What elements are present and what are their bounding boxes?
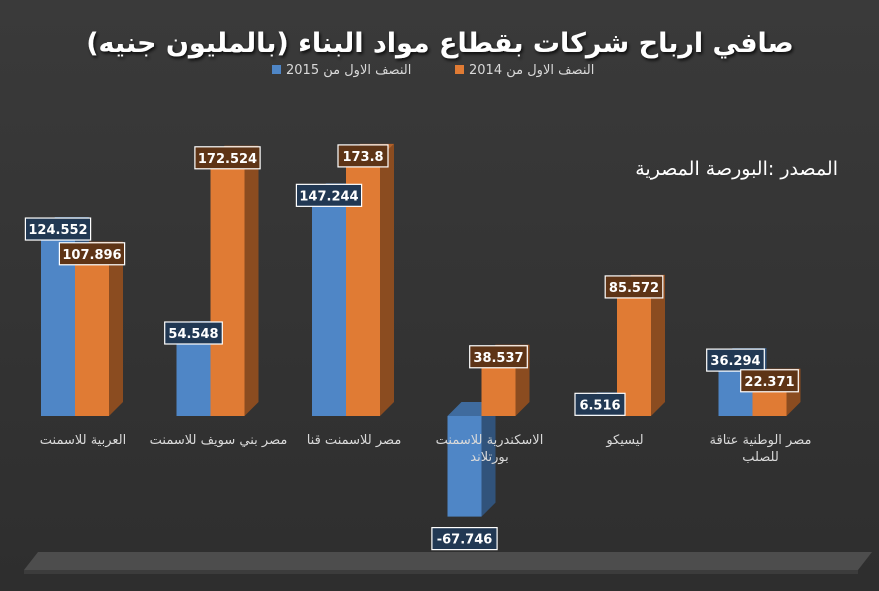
- category-label-3: الاسكندرية للاسمنت بورتلاند: [436, 433, 544, 465]
- legend-swatch-1: [455, 65, 464, 74]
- category-label-line: العربية للاسمنت: [40, 433, 126, 448]
- data-label-box-0-1: [164, 321, 223, 345]
- category-label-0: العربية للاسمنت: [40, 433, 126, 448]
- data-label-box-0-5: [706, 348, 765, 372]
- data-label-0-3: -67.746: [437, 533, 493, 548]
- data-label-0-4: 6.516: [579, 398, 620, 413]
- data-label-box-0-3: [431, 527, 498, 551]
- category-label-line: مصر للاسمنت قنا: [307, 433, 402, 448]
- bar-1-1: [210, 159, 245, 416]
- data-label-1-0: 107.896: [62, 248, 121, 263]
- bar-0-1: [176, 334, 211, 416]
- data-label-0-2: 147.244: [299, 189, 358, 204]
- category-label-line: ليسيكو: [605, 433, 643, 448]
- data-label-box-0-0: [24, 217, 92, 241]
- category-label-2: مصر للاسمنت قنا: [307, 433, 402, 448]
- category-label-1: مصر بني سويف للاسمنت: [150, 433, 288, 448]
- data-label-box-0-4: [574, 392, 626, 416]
- category-label-line: للصلب: [742, 450, 779, 465]
- category-label-line: مصر الوطنية عتاقة: [710, 433, 812, 448]
- data-label-0-0: 124.552: [28, 223, 87, 238]
- chart-floor-edge: [24, 570, 858, 574]
- data-label-1-2: 173.8: [342, 150, 383, 165]
- data-label-0-5: 36.294: [710, 354, 760, 369]
- category-label-line: بورتلاند: [470, 450, 508, 465]
- bar-side-1-4: [651, 274, 665, 416]
- bar-1-0: [75, 255, 109, 416]
- data-label-0-1: 54.548: [168, 327, 218, 342]
- source-note: المصدر :البورصة المصرية: [635, 158, 838, 180]
- bar-0-3: [447, 416, 482, 517]
- data-label-box-1-1: [194, 146, 261, 170]
- legend-label-1: النصف الاول من 2014: [469, 63, 594, 78]
- category-label-5: مصر الوطنية عتاقة للصلب: [710, 433, 812, 465]
- bar-side-0-3: [481, 402, 496, 517]
- data-label-box-1-2: [337, 144, 389, 168]
- data-label-1-4: 85.572: [609, 281, 659, 296]
- data-label-box-0-2: [295, 183, 363, 207]
- bar-side-1-1: [244, 145, 259, 416]
- category-label-line: مصر بني سويف للاسمنت: [150, 433, 288, 448]
- data-label-box-1-3: [469, 345, 528, 369]
- category-label-4: ليسيكو: [605, 433, 643, 448]
- chart-floor: [24, 552, 872, 570]
- legend-label-0: النصف الاول من 2015: [286, 63, 411, 78]
- data-label-1-1: 172.524: [198, 152, 257, 167]
- bar-0-2: [312, 197, 346, 416]
- category-label-line: الاسكندرية للاسمنت: [436, 433, 544, 448]
- data-label-1-5: 22.371: [744, 375, 794, 390]
- bar-side-1-2: [380, 143, 394, 417]
- data-label-box-1-0: [58, 242, 126, 266]
- chart-title: صافي ارباح شركات بقطاع مواد البناء (بالم…: [86, 28, 794, 59]
- legend-swatch-0: [272, 65, 281, 74]
- bar-side-1-0: [109, 241, 123, 416]
- data-label-1-3: 38.537: [473, 351, 523, 366]
- data-label-box-1-4: [604, 275, 664, 299]
- data-label-box-1-5: [740, 369, 799, 393]
